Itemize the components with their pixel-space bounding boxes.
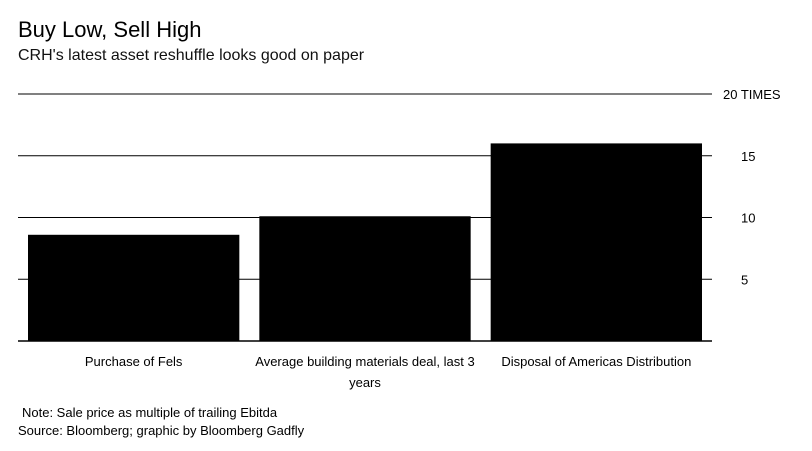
chart-subtitle: CRH's latest asset reshuffle looks good … [18, 47, 365, 64]
bar [259, 216, 471, 341]
x-tick-label: Purchase of Fels [85, 354, 183, 369]
source-note: Source: Bloomberg; graphic by Bloomberg … [18, 423, 305, 438]
y-tick-label: 15 [741, 149, 755, 164]
bar-chart: 5 10 15 20 TIMES Purchase of Fels Average bui… [18, 87, 781, 390]
chart-footer: Note: Sale price as multiple of trailing… [18, 404, 304, 440]
bar [490, 143, 702, 341]
y-tick-label: 20 TIMES [723, 87, 781, 102]
chart-title: Buy Low, Sell High [18, 17, 202, 42]
x-tick-label: Disposal of Americas Distribution [501, 354, 691, 369]
bar [28, 234, 240, 341]
footnote: Note: Sale price as multiple of trailing… [22, 405, 278, 420]
y-tick-label: 5 [741, 272, 748, 287]
y-tick-label: 10 [741, 211, 755, 226]
